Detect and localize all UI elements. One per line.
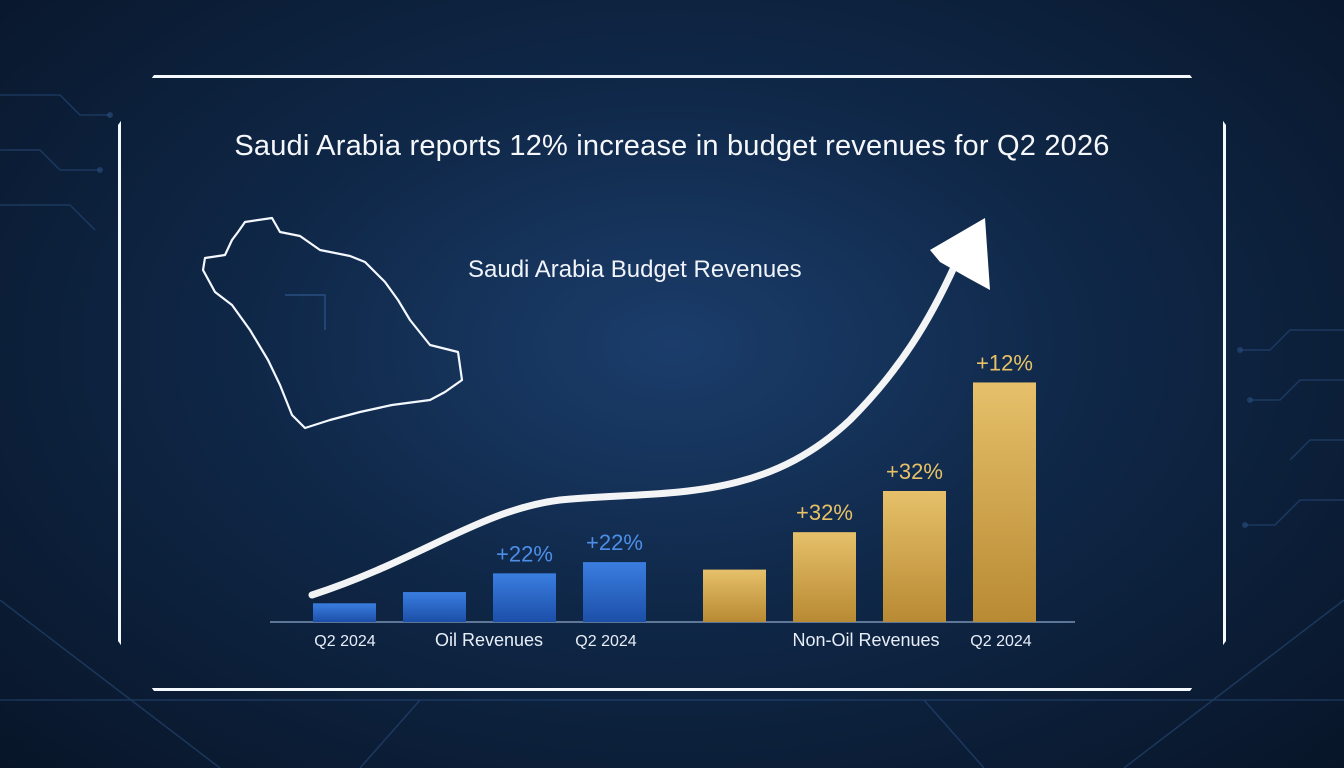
non-oil-bar-4 — [973, 382, 1036, 622]
oil-bar-3 — [493, 573, 556, 622]
x-tick-label-5: Q2 2024 — [970, 633, 1031, 650]
non-oil-bar-2 — [793, 532, 856, 622]
non-oil-bar-3 — [883, 491, 946, 622]
x-tick-label-3: Q2 2024 — [575, 633, 636, 650]
oil-bar-1 — [313, 603, 376, 622]
x-tick-label-2: Oil Revenues — [435, 630, 543, 650]
non-oil-bar-label-4: +12% — [976, 350, 1033, 375]
trend-arrow — [308, 218, 990, 599]
oil-bar-label-4: +22% — [586, 530, 643, 555]
oil-bar-2 — [403, 592, 466, 622]
non-oil-bar-label-2: +32% — [796, 500, 853, 525]
oil-bar-4 — [583, 562, 646, 622]
chart-frame — [118, 75, 1226, 691]
chart-title: Saudi Arabia Budget Revenues — [468, 256, 802, 283]
non-oil-bar-label-3: +32% — [886, 459, 943, 484]
x-tick-label-1: Q2 2024 — [314, 633, 375, 650]
oil-bar-label-3: +22% — [496, 541, 553, 566]
non-oil-bar-1 — [703, 569, 766, 622]
headline: Saudi Arabia reports 12% increase in bud… — [234, 130, 1110, 162]
x-tick-label-4: Non-Oil Revenues — [792, 630, 939, 650]
